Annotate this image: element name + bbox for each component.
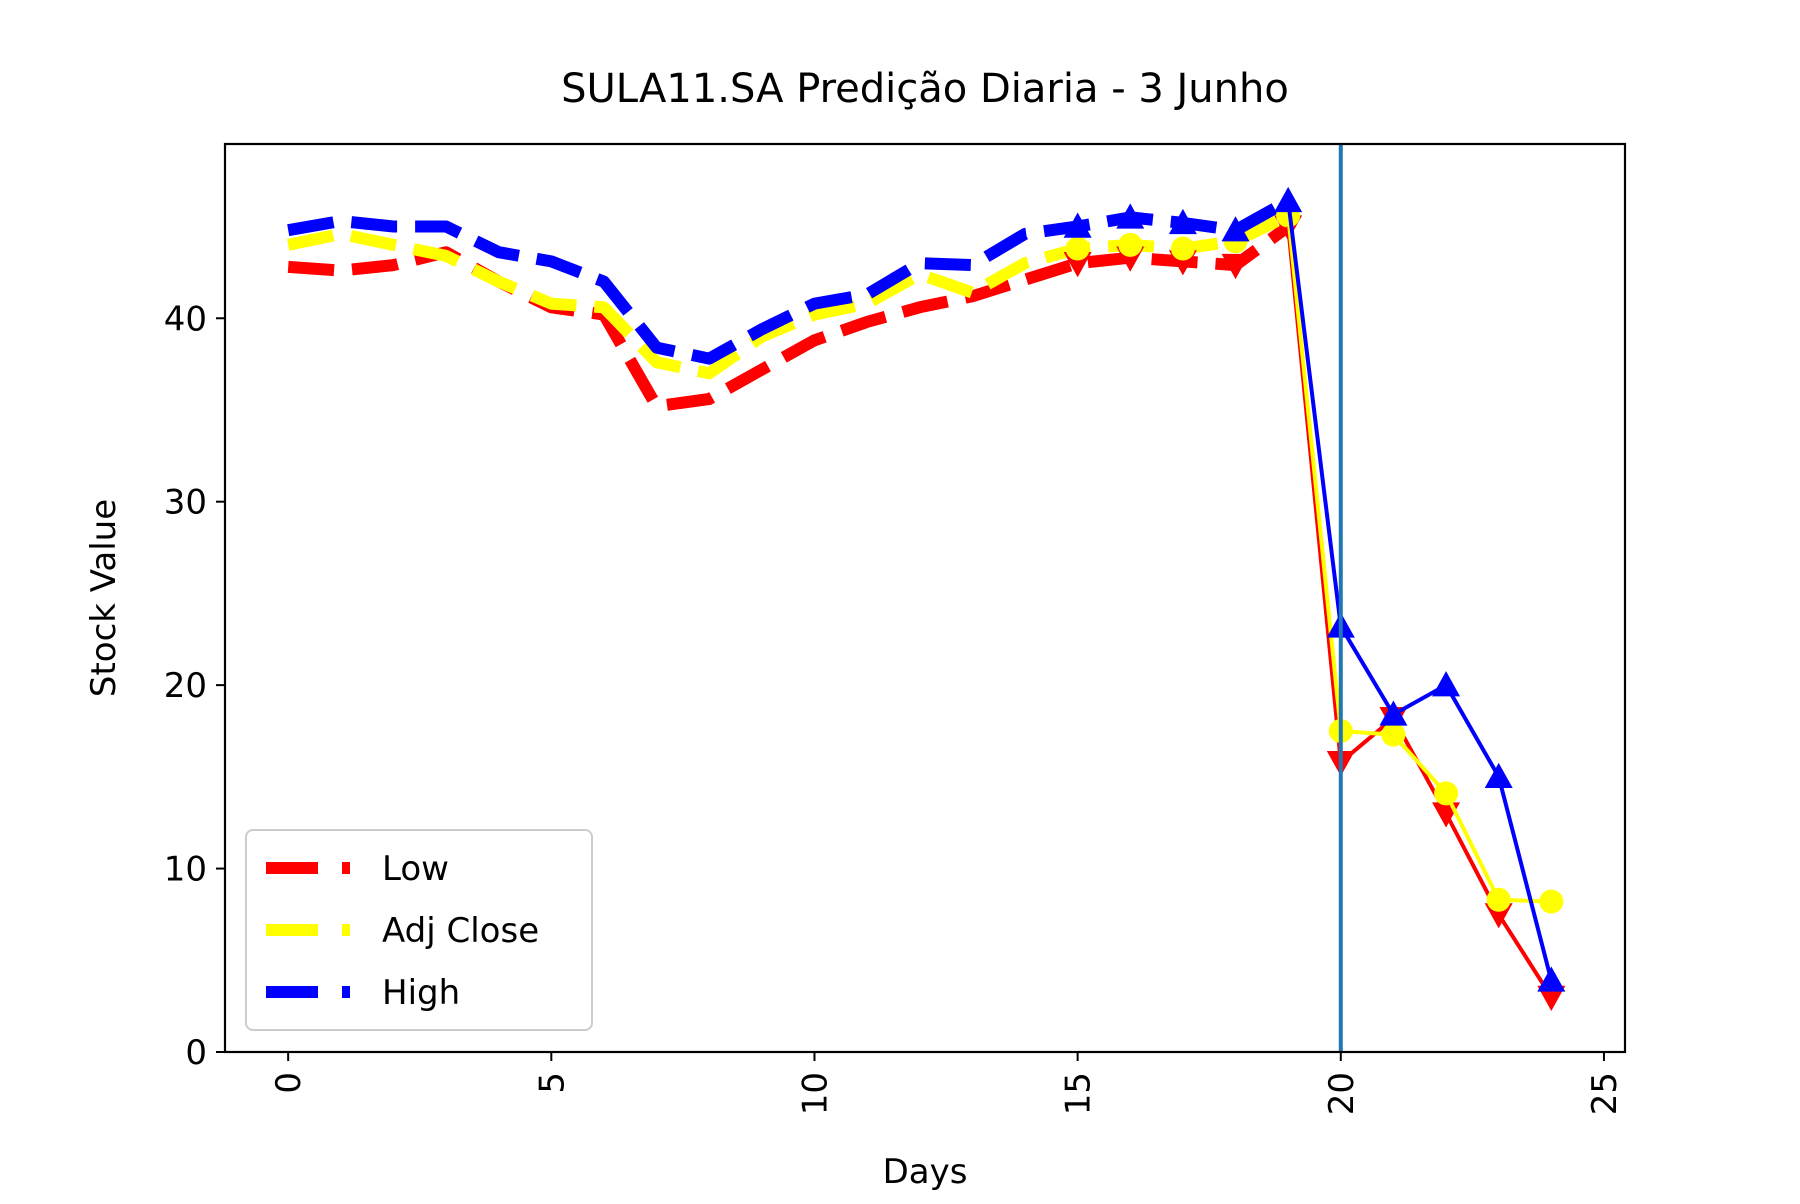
x-tick-label: 15 (1059, 1072, 1099, 1115)
data-point-high-forecast (1379, 700, 1408, 726)
y-axis-label: Stock Value (84, 499, 124, 697)
data-point-adj-close-history (1170, 236, 1195, 261)
data-point-low-forecast (1537, 985, 1566, 1011)
y-tick-label: 40 (164, 299, 207, 339)
y-axis: 0 10 20 30 40 (164, 299, 225, 1073)
x-tick-label: 20 (1322, 1072, 1362, 1115)
data-point-high-history (1168, 208, 1197, 235)
chart-title: SULA11.SA Predição Diaria - 3 Junho (561, 66, 1289, 112)
x-axis: 0 5 10 15 20 25 (269, 1052, 1625, 1115)
series-line-high-forecast (1286, 200, 1554, 982)
series-line-high-history (287, 195, 1292, 365)
y-tick-label: 30 (164, 483, 207, 523)
data-point-high-forecast (1484, 762, 1513, 789)
data-point-high-history (1063, 212, 1092, 238)
plot-layer (286, 144, 1566, 1052)
data-point-low-forecast (1484, 903, 1513, 929)
data-point-low-history (1221, 253, 1250, 280)
data-point-high-history (1274, 186, 1303, 213)
legend-label-adj-close: Adj Close (382, 911, 539, 951)
data-point-adj-close-forecast (1381, 722, 1406, 747)
legend: Low Adj Close High (245, 829, 593, 1031)
legend-items: Low Adj Close High (266, 849, 539, 1013)
data-point-high-forecast (1537, 966, 1566, 992)
y-tick-label: 20 (164, 666, 207, 706)
data-point-adj-close-forecast (1434, 781, 1459, 806)
legend-label-high: High (382, 973, 460, 1013)
x-tick-label: 10 (795, 1072, 835, 1115)
y-tick-label: 0 (185, 1033, 207, 1073)
x-tick-label: 25 (1585, 1072, 1625, 1115)
x-axis-label: Days (883, 1152, 968, 1192)
data-point-adj-close-forecast (1539, 889, 1564, 914)
data-point-high-history (1116, 203, 1145, 229)
data-point-high-history (1221, 216, 1250, 242)
x-tick-label: 5 (532, 1072, 572, 1094)
data-point-adj-close-history (1065, 236, 1090, 261)
data-point-adj-close-history (1118, 232, 1143, 257)
x-tick-label: 0 (269, 1072, 309, 1094)
data-point-adj-close-forecast (1486, 887, 1511, 912)
y-tick-label: 10 (164, 850, 207, 890)
legend-label-low: Low (382, 849, 449, 889)
legend-box (245, 829, 593, 1031)
data-point-high-forecast (1432, 671, 1461, 697)
axes-frame (223, 142, 1627, 1054)
data-point-low-history (1063, 252, 1092, 278)
